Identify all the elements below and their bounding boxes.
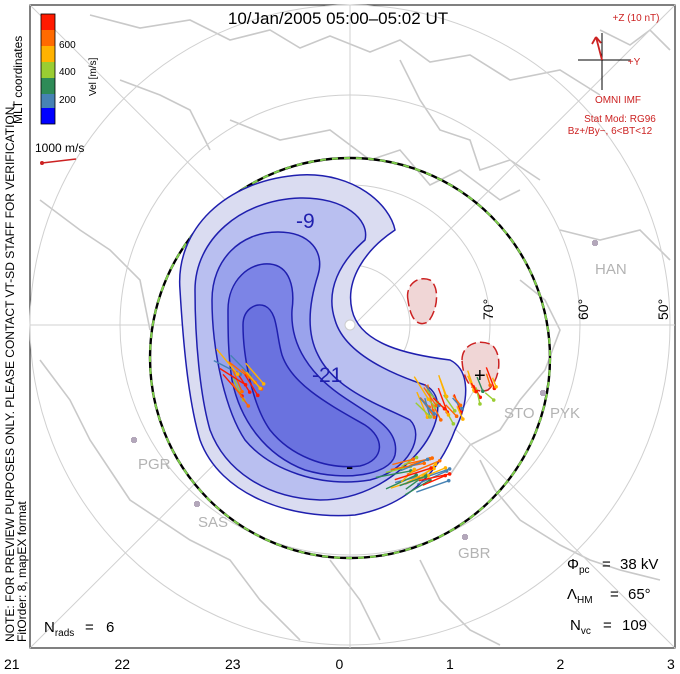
stat-nvc-value: 109 bbox=[622, 617, 647, 634]
vector-line bbox=[452, 394, 462, 406]
contour-level-5 bbox=[242, 304, 381, 468]
hm-boundary-dash bbox=[149, 157, 551, 559]
imf-panel: +Z (10 nT) +Y OMNI IMF Stat Mod: RG96 Bz… bbox=[568, 13, 660, 137]
lat-label-70: 70° bbox=[480, 299, 496, 320]
vector-line bbox=[245, 371, 261, 389]
vector-line bbox=[394, 467, 432, 481]
stat-nrads-value: 6 bbox=[106, 619, 114, 636]
velocity-vectors bbox=[213, 348, 498, 496]
vector-line bbox=[375, 470, 411, 479]
colorbar-tick-600: 600 bbox=[59, 40, 76, 51]
station-marker-han bbox=[592, 240, 598, 246]
side-note-fitorder: FitOrder: 8, mapEX format bbox=[15, 501, 29, 642]
max-marker: + bbox=[474, 365, 486, 387]
vector-scale-label: 1000 m/s bbox=[35, 141, 84, 155]
mlt-tick-label: 23 bbox=[225, 656, 241, 672]
vector-line bbox=[419, 397, 430, 408]
color-bar: 600 400 200 Vel [m/s] bbox=[40, 13, 99, 125]
contour-label-minus21: -21 bbox=[312, 364, 342, 387]
station-pgr: PGR bbox=[138, 456, 171, 473]
side-note-preview: NOTE: FOR PREVIEW PURPOSES ONLY. PLEASE … bbox=[3, 103, 17, 642]
vector-line bbox=[424, 398, 431, 418]
stat-phi-eq: = bbox=[602, 556, 611, 573]
stat-nrads-eq: = bbox=[85, 619, 94, 636]
imf-line1: OMNI IMF bbox=[595, 95, 641, 106]
vector-line bbox=[432, 397, 445, 410]
lat-label-50: 50° bbox=[655, 299, 671, 320]
station-marker-pgr bbox=[131, 437, 137, 443]
vector-line bbox=[485, 367, 496, 389]
vector-line bbox=[399, 458, 428, 472]
vector-line bbox=[445, 404, 458, 417]
imf-line3: Bz+/By−, 6<BT<12 bbox=[568, 126, 653, 137]
station-han: HAN bbox=[595, 261, 627, 278]
imf-vector-arrowhead bbox=[591, 36, 602, 45]
colorbar-tick-400: 400 bbox=[59, 67, 76, 78]
imf-z-label: +Z (10 nT) bbox=[613, 13, 660, 24]
station-marker-gbr bbox=[462, 534, 468, 540]
page-title: 10/Jan/2005 05:00–05:02 UT bbox=[228, 9, 448, 28]
vector-line bbox=[390, 462, 425, 471]
vector-line bbox=[399, 475, 426, 487]
vector-line bbox=[418, 473, 450, 482]
mlt-tick-label: 21 bbox=[4, 656, 20, 672]
vector-line bbox=[423, 387, 437, 406]
mlt-axis: 21 22 23 0 1 2 3 bbox=[4, 656, 675, 672]
imf-line2: Stat Mod: RG96 bbox=[584, 114, 656, 125]
mlt-tick-label: 22 bbox=[115, 656, 131, 672]
vector-line bbox=[245, 362, 265, 385]
vector-line bbox=[404, 479, 431, 496]
lat-label-60: 60° bbox=[575, 299, 591, 320]
potential-contours-negative bbox=[178, 174, 467, 517]
vector-line bbox=[244, 374, 259, 396]
side-note-coords: MLT coordinates bbox=[11, 36, 25, 124]
stations: HAN PYK STO PGR SAS GBR bbox=[131, 240, 627, 562]
mlt-tick-label: 0 bbox=[336, 656, 344, 672]
stat-lambda-eq: = bbox=[610, 586, 619, 603]
contour-label-minus9: -9 bbox=[296, 210, 315, 233]
station-gbr: GBR bbox=[458, 545, 491, 562]
vector-line bbox=[406, 467, 435, 484]
station-pyk: PYK bbox=[550, 405, 580, 422]
vector-line bbox=[231, 382, 249, 407]
vector-line bbox=[485, 373, 491, 386]
vector-line bbox=[413, 376, 430, 400]
vector-line bbox=[415, 402, 431, 418]
station-sto: STO bbox=[504, 405, 535, 422]
colorbar-label: Vel [m/s] bbox=[88, 57, 99, 96]
coastline-map bbox=[39, 14, 671, 646]
stat-phi-value: 38 kV bbox=[620, 556, 658, 573]
mlt-tick-label: 1 bbox=[446, 656, 454, 672]
vector-line bbox=[470, 382, 477, 392]
station-marker-pyk bbox=[540, 390, 546, 396]
vector-line bbox=[422, 474, 446, 486]
imf-y-label: +Y bbox=[628, 57, 641, 68]
pole-marker bbox=[344, 319, 356, 331]
colorbar-tick-200: 200 bbox=[59, 95, 76, 106]
vector-scale-line bbox=[41, 158, 77, 164]
mlt-tick-label: 3 bbox=[667, 656, 675, 672]
vector-line bbox=[219, 367, 246, 386]
vector-line bbox=[416, 480, 449, 493]
vector-line bbox=[439, 378, 448, 397]
stat-lambda-value: 65° bbox=[628, 586, 651, 603]
stat-nvc-eq: = bbox=[603, 617, 612, 634]
vector-line bbox=[215, 348, 239, 375]
station-sas: SAS bbox=[198, 514, 228, 531]
vector-line bbox=[484, 392, 495, 401]
imf-vector bbox=[595, 36, 603, 61]
vector-line bbox=[491, 377, 497, 388]
vector-line bbox=[385, 465, 411, 474]
station-marker-sas bbox=[194, 501, 200, 507]
vector-line bbox=[476, 376, 484, 392]
positive-cell-small bbox=[406, 278, 438, 325]
vector-line bbox=[392, 458, 414, 466]
vector-line bbox=[419, 397, 435, 415]
vector-line bbox=[467, 375, 475, 391]
min-marker: - bbox=[346, 454, 353, 479]
mlt-tick-label: 2 bbox=[557, 656, 565, 672]
vector-line bbox=[456, 405, 464, 420]
vector-line bbox=[385, 474, 417, 490]
